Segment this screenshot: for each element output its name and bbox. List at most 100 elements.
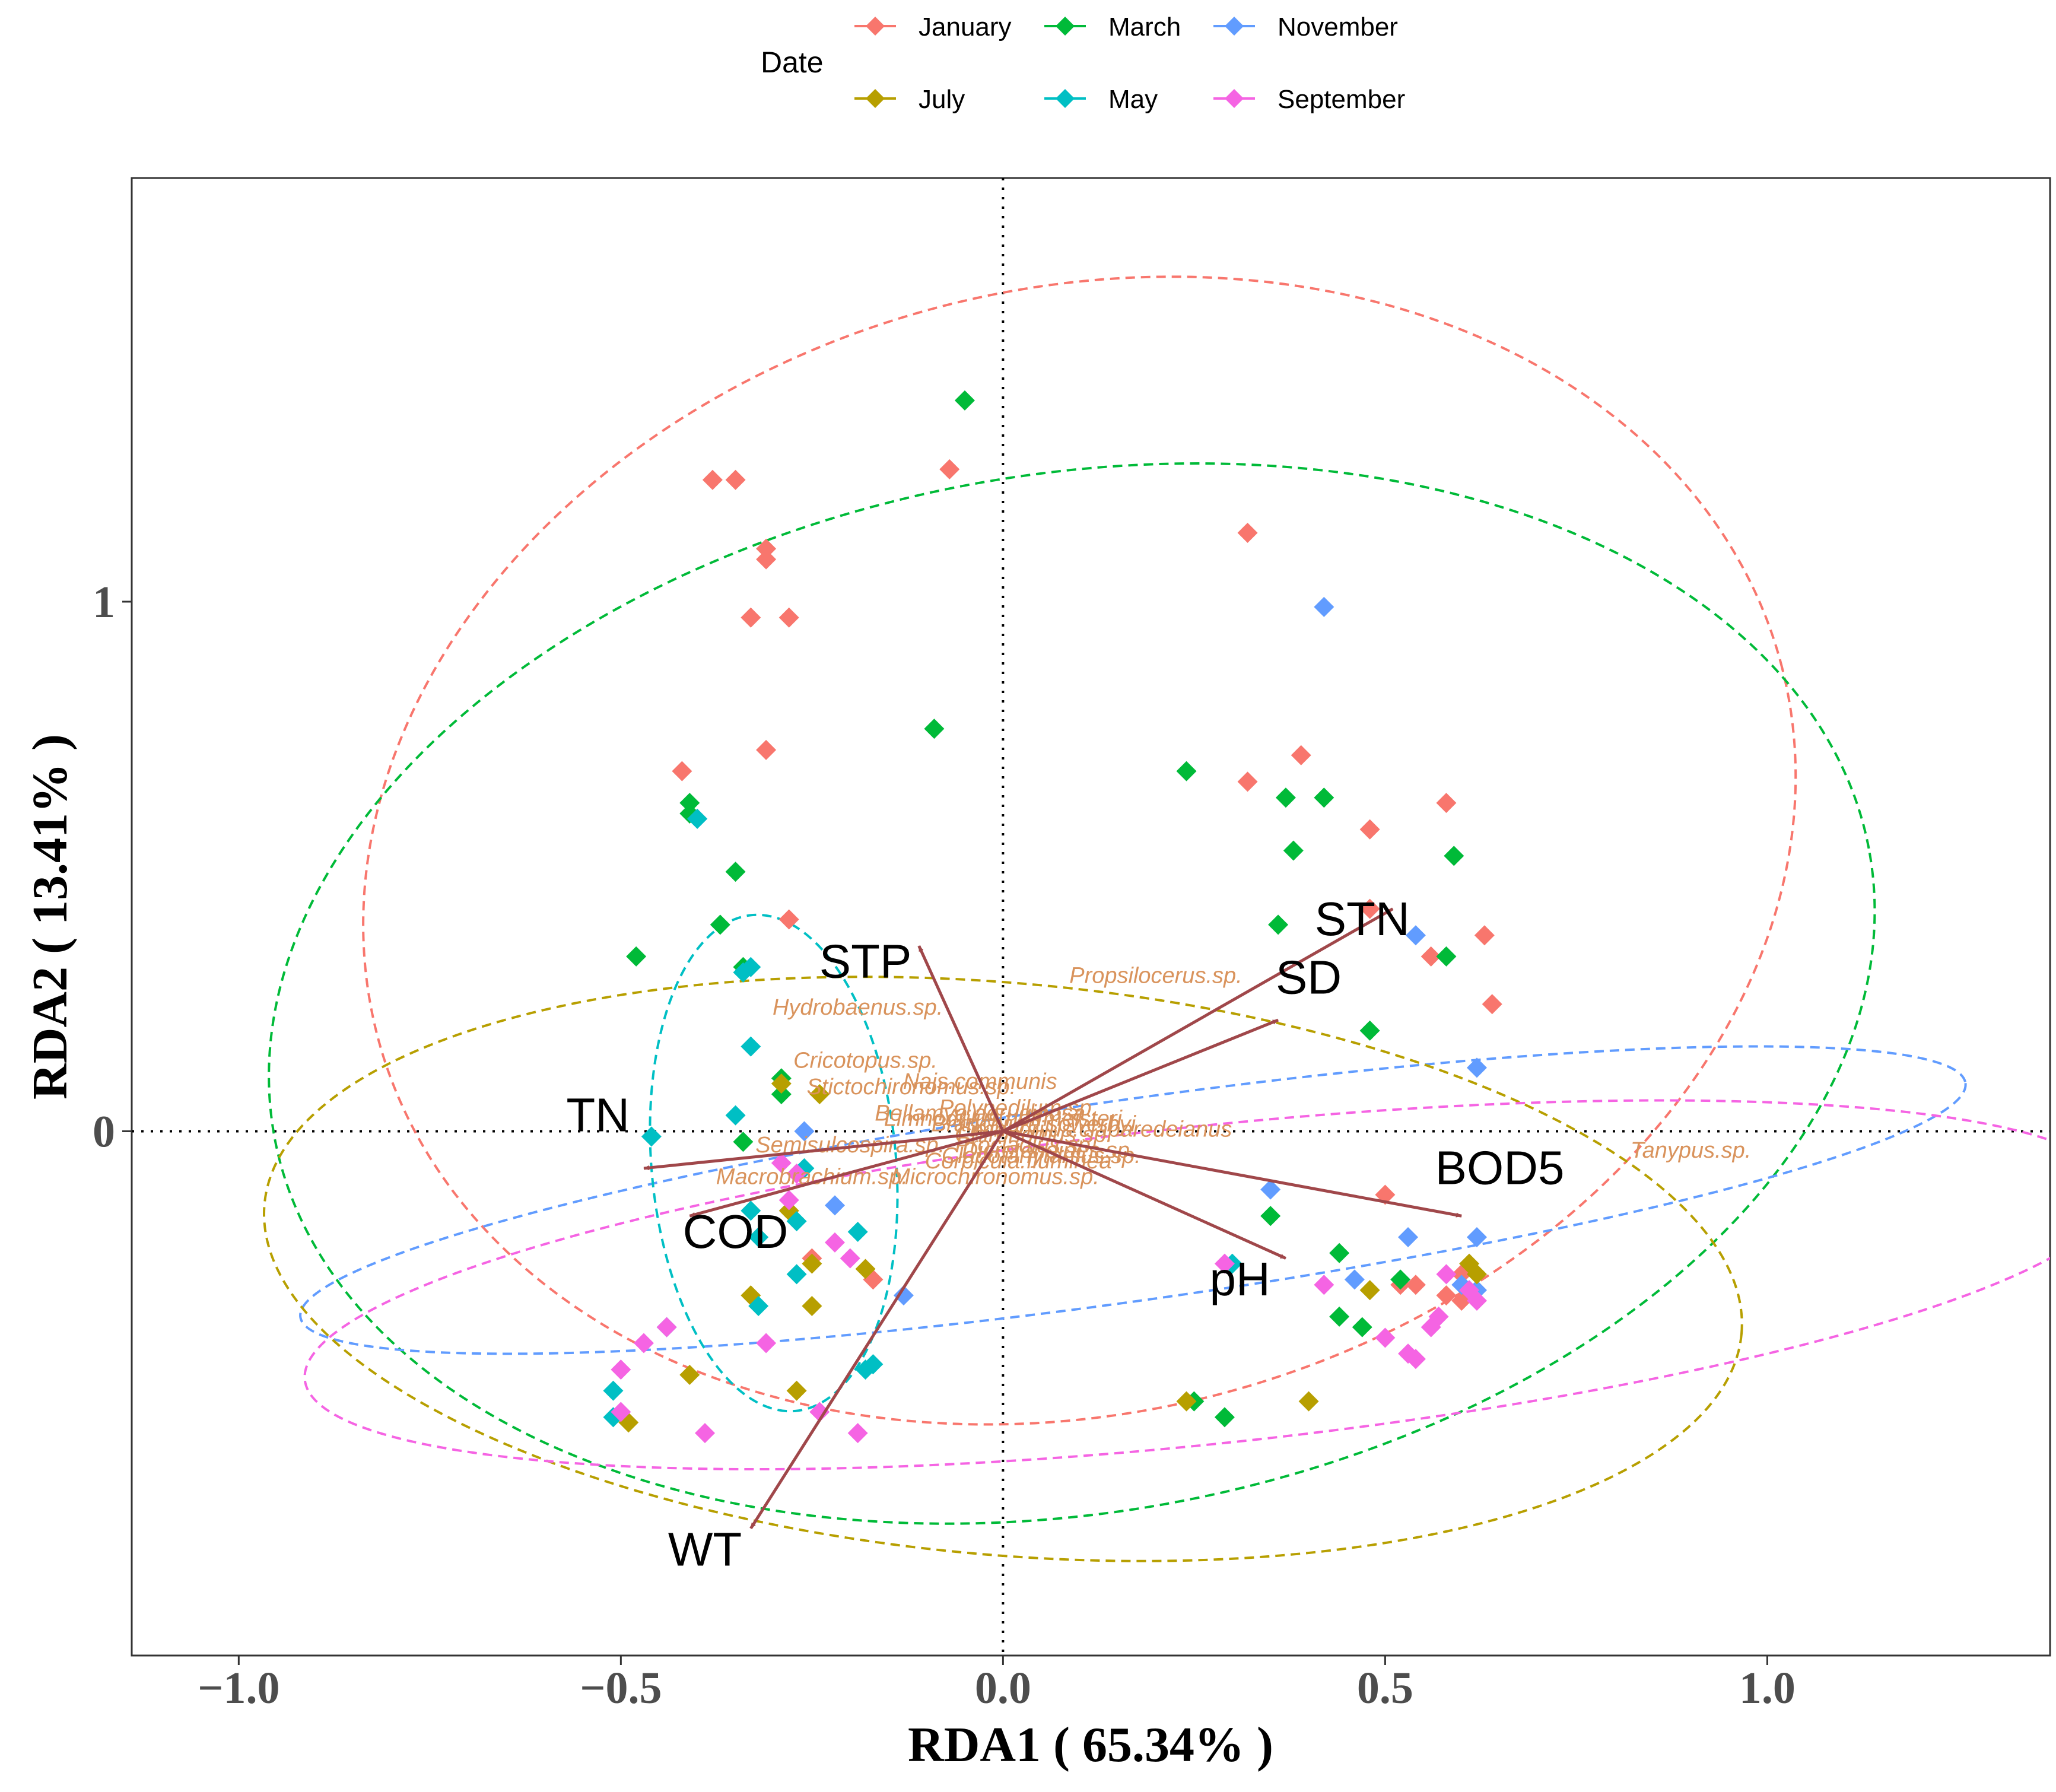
- point-september: [840, 1248, 860, 1269]
- point-september: [786, 1163, 807, 1184]
- x-axis-title: RDA1 ( 65.34% ): [908, 1717, 1273, 1772]
- point-may: [741, 1036, 761, 1057]
- point-january: [778, 607, 799, 628]
- point-january: [756, 538, 777, 559]
- point-september: [1314, 1275, 1334, 1295]
- point-january: [1237, 522, 1258, 543]
- arrow-label-cod: COD: [683, 1205, 789, 1258]
- point-september: [611, 1359, 631, 1380]
- arrow-stp: [917, 945, 1005, 1132]
- arrow-label-bod5: BOD5: [1435, 1142, 1565, 1194]
- species-label: Hydrobaenus.sp.: [773, 995, 943, 1020]
- arrow-stn: [1002, 907, 1394, 1133]
- point-march: [626, 946, 647, 967]
- species-label: Propsilocerus.sp.: [1069, 964, 1242, 989]
- legend-label: March: [1108, 12, 1181, 42]
- x-axis-ticks: −1.0 −0.5 0.0 0.5 1.0: [198, 1656, 1796, 1713]
- point-march: [924, 719, 945, 739]
- point-september: [1405, 1349, 1426, 1370]
- point-september: [695, 1423, 716, 1444]
- point-november: [1314, 596, 1334, 617]
- environment-arrows: STP STN SD TN COD BOD5 pH WT: [566, 892, 1564, 1575]
- point-july: [1176, 1391, 1197, 1412]
- species-label: Tanypus.sp.: [1631, 1138, 1752, 1163]
- species-label: Limnodrilus.hoffmeisteri: [884, 1107, 1123, 1132]
- plot-panel: Propsilocerus.sp. Hydrobaenus.sp. Cricotop…: [131, 177, 2051, 1657]
- point-may: [748, 1227, 769, 1247]
- point-march: [1436, 946, 1457, 967]
- point-july: [771, 1073, 792, 1094]
- point-september: [1466, 1291, 1487, 1311]
- legend-label: September: [1278, 85, 1405, 114]
- species-label: Macrobrachium.sp.: [716, 1165, 908, 1190]
- point-july: [1359, 1280, 1380, 1301]
- legend-label: July: [919, 85, 965, 114]
- arrow-sd: [1002, 1018, 1279, 1133]
- legend-item-march: March: [1044, 12, 1181, 42]
- point-may: [786, 1264, 807, 1285]
- ellipse-march: [268, 462, 1876, 1525]
- legend-key-diamond: [1056, 89, 1075, 108]
- species-label: Polypedilum.sp.: [939, 1096, 1098, 1121]
- point-january: [756, 549, 777, 570]
- point-september: [1436, 1264, 1457, 1285]
- legend-label: May: [1108, 85, 1158, 114]
- point-march: [725, 862, 746, 882]
- point-january: [1436, 1285, 1457, 1306]
- point-may: [641, 1126, 662, 1147]
- point-july: [809, 1084, 830, 1104]
- y-axis-ticks: 01: [93, 577, 132, 1156]
- point-may: [748, 1295, 769, 1316]
- panel-border: [131, 177, 2051, 1657]
- x-tick-label: 1.0: [1739, 1663, 1796, 1713]
- species-label: Branchiura.sowerbyi: [932, 1111, 1137, 1136]
- point-january: [725, 469, 746, 490]
- x-tick-label: 0.5: [1357, 1663, 1413, 1713]
- point-may: [603, 1380, 624, 1401]
- species-label: Stictochironomus.sp.: [806, 1075, 1016, 1100]
- ellipse-september: [303, 1099, 2050, 1471]
- arrow-bod5: [1002, 1129, 1463, 1218]
- point-march: [1176, 761, 1197, 781]
- ellipse-july: [263, 976, 1743, 1562]
- legend-key-diamond: [866, 17, 885, 36]
- legend-item-july: July: [854, 85, 965, 114]
- legend-label: January: [919, 12, 1012, 42]
- point-january: [1359, 898, 1380, 919]
- legend-items: January March November July May September: [854, 12, 1405, 114]
- species-label: Cricotopus.sp.: [793, 1048, 938, 1073]
- legend-key-diamond: [1225, 17, 1244, 36]
- point-july: [1298, 1391, 1319, 1412]
- point-march: [1260, 1206, 1281, 1227]
- point-march: [1352, 1317, 1372, 1337]
- arrow-label-sd: SD: [1276, 951, 1342, 1003]
- y-tick-label: 1: [93, 577, 115, 627]
- point-january: [672, 761, 692, 781]
- arrow-wt: [749, 1130, 1005, 1530]
- sample-points: [603, 390, 1502, 1444]
- point-may: [741, 1200, 761, 1221]
- point-july: [802, 1295, 822, 1316]
- point-january: [1237, 771, 1258, 792]
- legend-key-diamond: [1225, 89, 1244, 108]
- arrow-label-stp: STP: [819, 935, 912, 988]
- point-november: [1466, 1227, 1487, 1247]
- legend-label: November: [1278, 12, 1398, 42]
- point-july: [1466, 1264, 1487, 1285]
- species-label: Microchironomus.sp.: [891, 1165, 1100, 1190]
- legend-key-diamond: [866, 89, 885, 108]
- point-january: [1421, 946, 1441, 967]
- point-july: [802, 1253, 822, 1274]
- arrow-label-tn: TN: [566, 1088, 630, 1141]
- point-may: [741, 957, 761, 977]
- point-january: [1405, 1275, 1426, 1295]
- x-tick-label: 0.0: [975, 1663, 1031, 1713]
- arrow-label-wt: WT: [668, 1523, 742, 1575]
- point-march: [1390, 1269, 1411, 1290]
- point-march: [1314, 787, 1334, 808]
- y-axis-title: RDA2 ( 13.41% ): [23, 734, 78, 1100]
- point-january: [778, 909, 799, 930]
- point-september: [656, 1317, 677, 1337]
- point-march: [1359, 1020, 1380, 1041]
- point-september: [809, 1402, 830, 1422]
